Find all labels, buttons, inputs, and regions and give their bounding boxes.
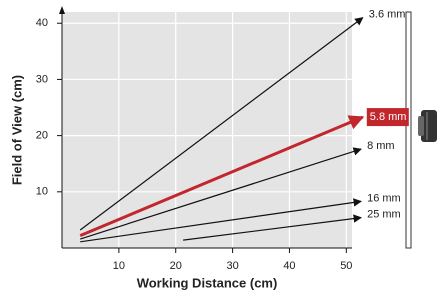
chart: Working Distance (cm) Field of View (cm)…: [0, 0, 437, 295]
series-label: 16 mm: [367, 192, 401, 204]
lens-front: [418, 116, 424, 136]
x-tick-label: 30: [226, 260, 238, 272]
plot-area: [62, 12, 352, 248]
x-tick-label: 20: [170, 260, 182, 272]
y-axis-title: Field of View (cm): [9, 75, 24, 185]
scale-bar: [406, 12, 411, 248]
y-tick-label: 10: [36, 186, 48, 198]
x-tick-label: 10: [113, 260, 125, 272]
y-tick-label: 20: [36, 130, 48, 142]
y-tick-label: 40: [36, 17, 48, 29]
x-tick-label: 40: [283, 260, 295, 272]
x-axis-title: Working Distance (cm): [137, 275, 278, 290]
series-label: 5.8 mm: [370, 111, 407, 123]
series-label: 8 mm: [367, 140, 395, 152]
lens-icon: [418, 110, 437, 142]
series-label: 25 mm: [367, 209, 401, 221]
series-label: 3.6 mm: [369, 9, 406, 21]
y-tick-label: 30: [36, 73, 48, 85]
y-axis-arrow: [59, 6, 65, 14]
x-tick-label: 50: [340, 260, 352, 272]
